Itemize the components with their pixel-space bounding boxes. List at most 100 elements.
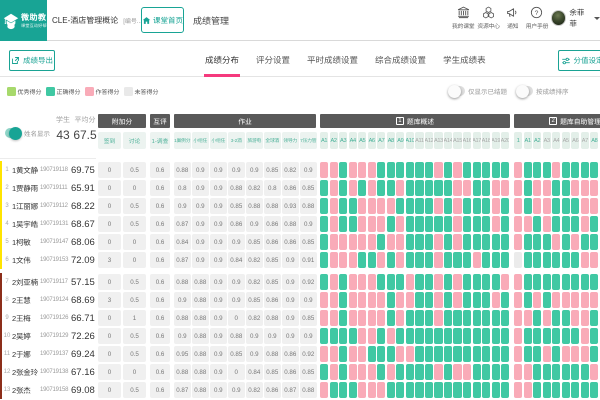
- answer-cell[interactable]: [580, 382, 589, 398]
- answer-cell[interactable]: [396, 198, 405, 214]
- answer-cell[interactable]: [348, 234, 357, 250]
- answer-cell[interactable]: [571, 382, 580, 398]
- student-row[interactable]: 10 2吴婷 190719129 72.26: [0, 327, 96, 345]
- nav-item-1[interactable]: 我的课堂: [452, 6, 475, 30]
- answer-cell[interactable]: [434, 346, 443, 362]
- answer-cell[interactable]: [580, 252, 589, 268]
- answer-cell[interactable]: [514, 382, 523, 398]
- answer-cell[interactable]: [348, 180, 357, 196]
- answer-cell[interactable]: [415, 310, 424, 326]
- answer-cell[interactable]: [348, 252, 357, 268]
- score-cell[interactable]: 0.87: [174, 252, 191, 268]
- answer-cell[interactable]: [415, 382, 424, 398]
- answer-cell[interactable]: [348, 364, 357, 380]
- answer-cell[interactable]: [491, 364, 500, 380]
- answer-cell[interactable]: [358, 234, 367, 250]
- column-header[interactable]: 领导力: [282, 132, 299, 149]
- answer-cell[interactable]: [491, 292, 500, 308]
- answer-cell[interactable]: [396, 310, 405, 326]
- answer-cell[interactable]: [482, 346, 491, 362]
- answer-cell[interactable]: [434, 274, 443, 290]
- score-cell[interactable]: 0.9: [210, 234, 227, 250]
- answer-cell[interactable]: [453, 292, 462, 308]
- answer-cell[interactable]: [415, 364, 424, 380]
- column-header[interactable]: 签到: [98, 132, 121, 149]
- answer-cell[interactable]: [482, 292, 491, 308]
- answer-cell[interactable]: [453, 310, 462, 326]
- answer-cell[interactable]: [514, 364, 523, 380]
- answer-cell[interactable]: [552, 234, 561, 250]
- user-menu[interactable]: 余菲菲: [551, 7, 600, 29]
- score-cell[interactable]: 0: [228, 364, 245, 380]
- answer-cell[interactable]: [377, 364, 386, 380]
- answer-cell[interactable]: [377, 382, 386, 398]
- export-grades-button[interactable]: 成绩导出: [9, 50, 55, 71]
- answer-cell[interactable]: [329, 216, 338, 232]
- answer-cell[interactable]: [329, 310, 338, 326]
- answer-cell[interactable]: [386, 234, 395, 250]
- answer-cell[interactable]: [523, 198, 532, 214]
- answer-cell[interactable]: [523, 310, 532, 326]
- answer-cell[interactable]: [424, 162, 434, 178]
- score-cell[interactable]: 0: [98, 162, 121, 178]
- answer-cell[interactable]: [348, 382, 357, 398]
- answer-cell[interactable]: [523, 346, 532, 362]
- toggle-off[interactable]: [516, 84, 533, 98]
- answer-cell[interactable]: [462, 310, 472, 326]
- answer-cell[interactable]: [580, 162, 589, 178]
- score-cell[interactable]: 0.86: [282, 346, 299, 362]
- score-cell[interactable]: 0.86: [282, 180, 299, 196]
- answer-cell[interactable]: [523, 382, 532, 398]
- answer-cell[interactable]: [377, 274, 386, 290]
- answer-cell[interactable]: [396, 180, 405, 196]
- student-row[interactable]: 6 1文伟 190719153 72.09: [0, 251, 96, 269]
- answer-cell[interactable]: [462, 292, 472, 308]
- answer-cell[interactable]: [434, 234, 443, 250]
- answer-cell[interactable]: [377, 216, 386, 232]
- answer-cell[interactable]: [523, 292, 532, 308]
- score-cell[interactable]: 0.5: [123, 346, 146, 362]
- answer-cell[interactable]: [482, 252, 491, 268]
- score-cell[interactable]: 0.9: [192, 252, 209, 268]
- answer-cell[interactable]: [320, 346, 329, 362]
- answer-cell[interactable]: [561, 162, 570, 178]
- answer-cell[interactable]: [405, 274, 414, 290]
- answer-cell[interactable]: [552, 328, 561, 344]
- answer-cell[interactable]: [580, 346, 589, 362]
- score-cell[interactable]: 0.6: [150, 328, 170, 344]
- answer-cell[interactable]: [491, 162, 500, 178]
- answer-cell[interactable]: [415, 198, 424, 214]
- answer-cell[interactable]: [533, 234, 542, 250]
- answer-cell[interactable]: [424, 234, 434, 250]
- answer-cell[interactable]: [590, 274, 599, 290]
- answer-cell[interactable]: [320, 162, 329, 178]
- score-cell[interactable]: 0.85: [264, 252, 281, 268]
- answer-cell[interactable]: [424, 346, 434, 362]
- answer-cell[interactable]: [377, 292, 386, 308]
- score-cell[interactable]: 0.85: [300, 180, 317, 196]
- answer-cell[interactable]: [472, 292, 481, 308]
- score-cell[interactable]: 0.9: [210, 274, 227, 290]
- answer-cell[interactable]: [580, 310, 589, 326]
- answer-cell[interactable]: [501, 346, 510, 362]
- answer-cell[interactable]: [443, 328, 453, 344]
- answer-cell[interactable]: [472, 180, 481, 196]
- student-row[interactable]: 4 1吴宇皓 190719131 68.67: [0, 215, 96, 233]
- score-cell[interactable]: 0.9: [228, 382, 245, 398]
- column-header[interactable]: 小组任: [192, 132, 209, 149]
- answer-cell[interactable]: [472, 162, 481, 178]
- answer-cell[interactable]: [339, 310, 348, 326]
- answer-cell[interactable]: [533, 216, 542, 232]
- answer-cell[interactable]: [542, 382, 551, 398]
- answer-cell[interactable]: [367, 234, 376, 250]
- answer-cell[interactable]: [571, 234, 580, 250]
- student-row[interactable]: 5 1柯敏 190719147 68.06: [0, 233, 96, 251]
- score-cell[interactable]: 0.85: [246, 234, 263, 250]
- answer-cell[interactable]: [386, 252, 395, 268]
- answer-cell[interactable]: [561, 328, 570, 344]
- answer-cell[interactable]: [523, 364, 532, 380]
- answer-cell[interactable]: [358, 310, 367, 326]
- answer-cell[interactable]: [491, 252, 500, 268]
- answer-cell[interactable]: [367, 382, 376, 398]
- answer-cell[interactable]: [533, 328, 542, 344]
